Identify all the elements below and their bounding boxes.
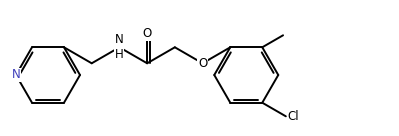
Text: O: O	[142, 27, 152, 40]
Text: N
H: N H	[115, 33, 124, 61]
Text: Cl: Cl	[288, 110, 300, 123]
Text: N: N	[12, 69, 20, 81]
Text: O: O	[198, 57, 207, 70]
